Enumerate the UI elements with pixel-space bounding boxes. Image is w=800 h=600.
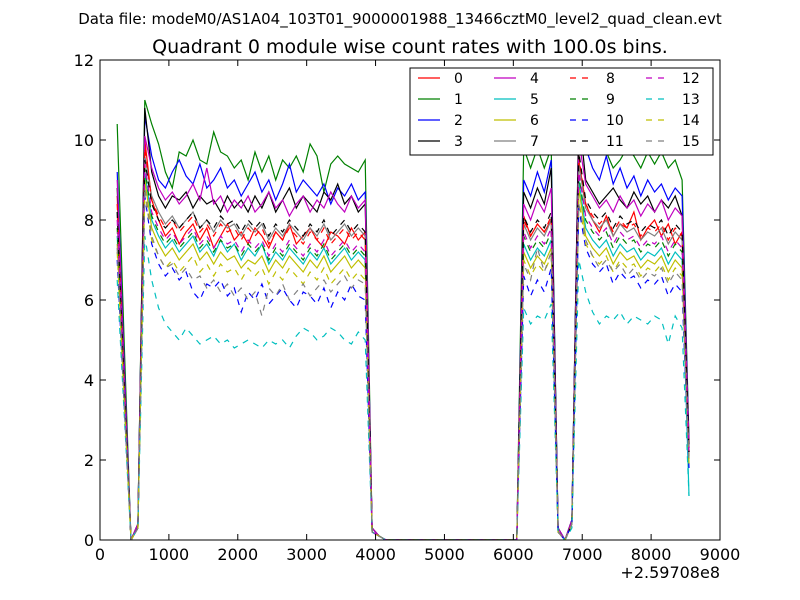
legend-label-1: 1	[454, 92, 463, 108]
x-tick-label: 1000	[149, 545, 190, 564]
y-tick-label: 4	[84, 371, 94, 390]
legend-label-4: 4	[530, 71, 539, 87]
legend-label-6: 6	[530, 113, 539, 129]
x-tick-label: 3000	[286, 545, 327, 564]
y-tick-label: 2	[84, 451, 94, 470]
y-tick-label: 6	[84, 291, 94, 310]
legend-label-5: 5	[530, 92, 539, 108]
series-9-line	[116, 167, 690, 540]
series-group	[116, 99, 690, 540]
legend-label-9: 9	[606, 92, 615, 108]
x-tick-label: 6000	[493, 545, 534, 564]
legend-label-3: 3	[454, 134, 463, 150]
series-15-line	[116, 187, 690, 540]
y-tick-label: 8	[84, 211, 94, 230]
legend-label-7: 7	[530, 134, 539, 150]
series-13-line	[116, 235, 690, 540]
series-5-line	[116, 171, 690, 540]
chart-suptitle: Data file: modeM0/AS1A04_103T01_90000019…	[78, 10, 722, 29]
x-tick-label: 9000	[700, 545, 741, 564]
legend-label-14: 14	[682, 113, 700, 129]
x-offset-label: +2.59708e8	[620, 563, 720, 582]
axis-ticks: 0 1000 2000 3000 4000 5000 6000 7000 8000 9000 0 2 4…	[74, 51, 741, 564]
x-tick-label: 0	[95, 545, 105, 564]
x-tick-label: 4000	[355, 545, 396, 564]
legend-label-2: 2	[454, 113, 463, 129]
legend-label-10: 10	[606, 113, 624, 129]
y-tick-label: 10	[74, 131, 94, 150]
legend-label-13: 13	[682, 92, 700, 108]
legend-label-15: 15	[682, 134, 700, 150]
series-4-line	[116, 135, 690, 540]
series-2-line	[116, 115, 690, 540]
legend-label-12: 12	[682, 71, 700, 87]
series-6-line	[116, 179, 690, 540]
x-tick-label: 7000	[562, 545, 603, 564]
chart-title: Quadrant 0 module wise count rates with …	[152, 36, 668, 58]
series-7-line	[116, 155, 690, 540]
x-tick-label: 5000	[424, 545, 465, 564]
y-tick-label: 0	[84, 531, 94, 550]
x-tick-label: 8000	[631, 545, 672, 564]
legend-label-11: 11	[606, 134, 624, 150]
y-tick-label: 12	[74, 51, 94, 70]
x-tick-label: 2000	[217, 545, 258, 564]
series-8-line	[116, 147, 690, 540]
legend-label-8: 8	[606, 71, 615, 87]
series-11-line	[116, 151, 690, 540]
series-14-line	[116, 191, 690, 540]
legend-label-0: 0	[454, 71, 463, 87]
series-12-line	[116, 163, 690, 540]
series-10-line	[116, 195, 690, 540]
